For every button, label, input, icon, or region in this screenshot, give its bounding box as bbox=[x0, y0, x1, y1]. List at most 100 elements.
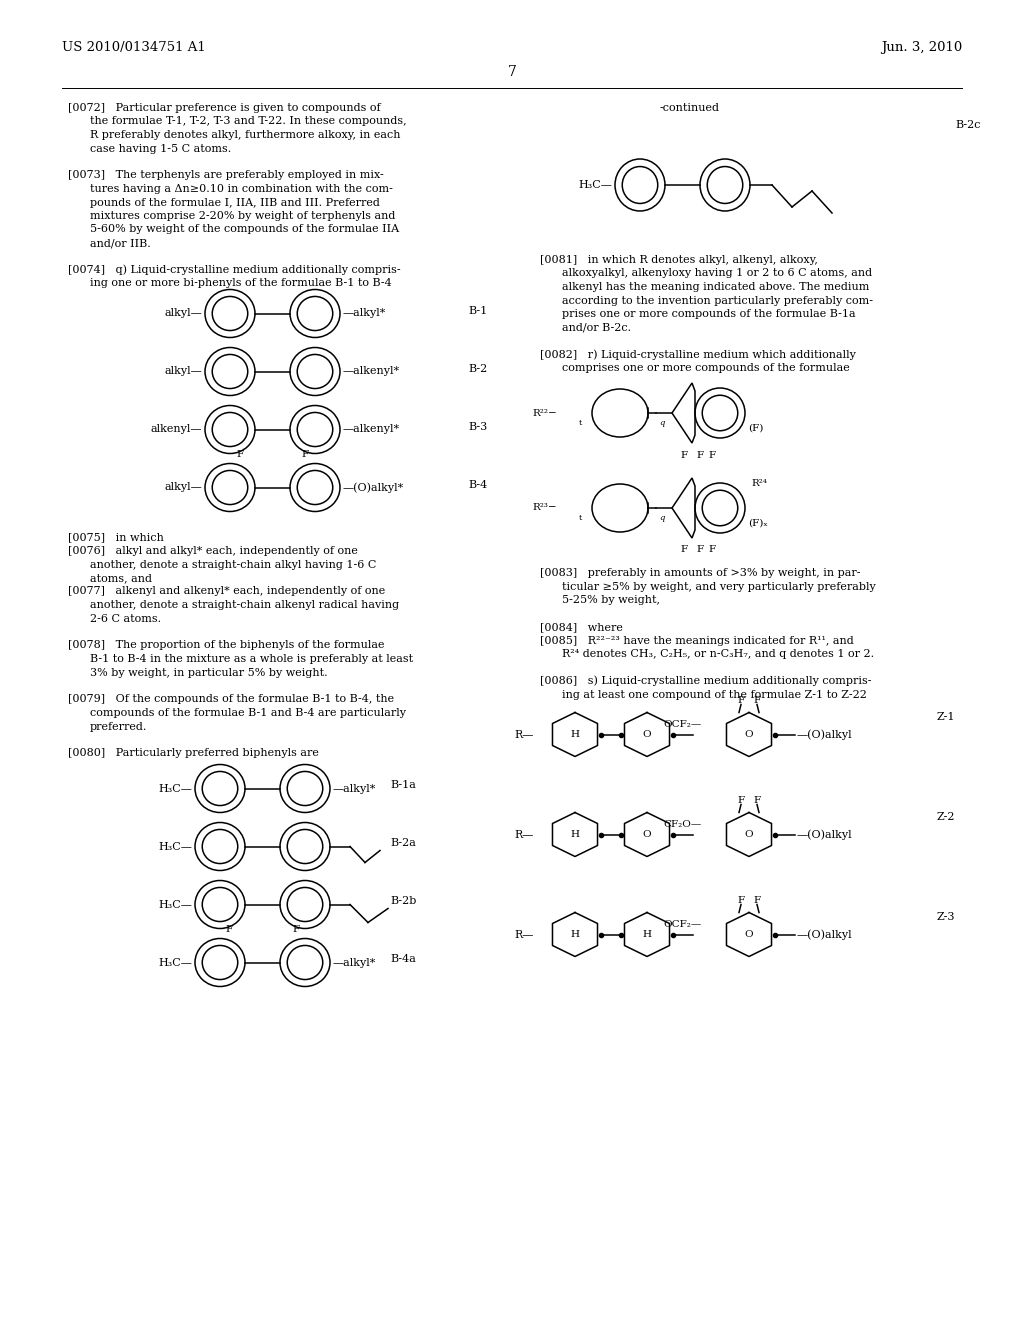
Text: H₃C—: H₃C— bbox=[158, 784, 193, 793]
Text: and/or B-2c.: and/or B-2c. bbox=[562, 322, 631, 333]
Text: —(O)alkyl: —(O)alkyl bbox=[797, 729, 853, 739]
Text: B-1a: B-1a bbox=[390, 780, 416, 791]
Text: alkenyl has the meaning indicated above. The medium: alkenyl has the meaning indicated above.… bbox=[562, 282, 869, 292]
Text: H₃C—: H₃C— bbox=[158, 957, 193, 968]
Text: ing one or more bi-phenyls of the formulae B-1 to B-4: ing one or more bi-phenyls of the formul… bbox=[90, 279, 392, 289]
Text: 5-60% by weight of the compounds of the formulae IIA: 5-60% by weight of the compounds of the … bbox=[90, 224, 399, 235]
Text: R²³−: R²³− bbox=[532, 503, 557, 512]
Text: Z-1: Z-1 bbox=[937, 711, 955, 722]
Text: —alkyl*: —alkyl* bbox=[333, 957, 377, 968]
Text: OCF₂—: OCF₂— bbox=[664, 719, 702, 729]
Text: F: F bbox=[737, 796, 744, 805]
Text: alkenyl—: alkenyl— bbox=[151, 425, 202, 434]
Text: -continued: -continued bbox=[660, 103, 720, 114]
Text: H: H bbox=[570, 931, 580, 939]
Text: 7: 7 bbox=[508, 65, 516, 79]
Text: F: F bbox=[696, 450, 703, 459]
Text: [0084]   where: [0084] where bbox=[540, 622, 623, 632]
Text: B-2b: B-2b bbox=[390, 896, 417, 907]
Text: H: H bbox=[642, 931, 651, 939]
Text: O: O bbox=[643, 830, 651, 840]
Text: case having 1-5 C atoms.: case having 1-5 C atoms. bbox=[90, 144, 231, 153]
Text: —(O)alkyl*: —(O)alkyl* bbox=[343, 482, 404, 492]
Text: [0076]   alkyl and alkyl* each, independently of one: [0076] alkyl and alkyl* each, independen… bbox=[68, 546, 357, 556]
Text: F: F bbox=[737, 696, 744, 705]
Text: B-4a: B-4a bbox=[390, 954, 416, 965]
Text: O: O bbox=[744, 830, 754, 840]
Text: H₃C—: H₃C— bbox=[579, 180, 612, 190]
Text: B-1 to B-4 in the mixture as a whole is preferably at least: B-1 to B-4 in the mixture as a whole is … bbox=[90, 653, 413, 664]
Text: F: F bbox=[237, 450, 244, 459]
Text: q: q bbox=[659, 513, 665, 521]
Text: O: O bbox=[744, 931, 754, 939]
Text: [0085]   R²²⁻²³ have the meanings indicated for R¹¹, and: [0085] R²²⁻²³ have the meanings indicate… bbox=[540, 635, 854, 645]
Text: O: O bbox=[643, 730, 651, 739]
Text: B-2: B-2 bbox=[468, 363, 487, 374]
Text: [0081]   in which R denotes alkyl, alkenyl, alkoxy,: [0081] in which R denotes alkyl, alkenyl… bbox=[540, 255, 818, 265]
Text: atoms, and: atoms, and bbox=[90, 573, 152, 583]
Text: t: t bbox=[579, 418, 582, 426]
Text: compounds of the formulae B-1 and B-4 are particularly: compounds of the formulae B-1 and B-4 ar… bbox=[90, 708, 406, 718]
Text: —(O)alkyl: —(O)alkyl bbox=[797, 929, 853, 940]
Text: [0078]   The proportion of the biphenyls of the formulae: [0078] The proportion of the biphenyls o… bbox=[68, 640, 384, 651]
Text: alkyl—: alkyl— bbox=[164, 367, 202, 376]
Text: alkyl—: alkyl— bbox=[164, 483, 202, 492]
Text: F: F bbox=[709, 545, 716, 554]
Text: —alkyl*: —alkyl* bbox=[333, 784, 377, 793]
Text: F: F bbox=[680, 545, 687, 554]
Text: —alkenyl*: —alkenyl* bbox=[343, 425, 400, 434]
Text: 3% by weight, in particular 5% by weight.: 3% by weight, in particular 5% by weight… bbox=[90, 668, 328, 677]
Text: B-3: B-3 bbox=[468, 421, 487, 432]
Text: H₃C—: H₃C— bbox=[158, 842, 193, 851]
Text: R—: R— bbox=[515, 829, 534, 840]
Text: Z-3: Z-3 bbox=[937, 912, 955, 921]
Text: t: t bbox=[579, 513, 582, 521]
Text: (F): (F) bbox=[748, 424, 763, 433]
Text: [0074]   q) Liquid-crystalline medium additionally compris-: [0074] q) Liquid-crystalline medium addi… bbox=[68, 265, 400, 276]
Text: R—: R— bbox=[515, 730, 534, 739]
Text: CF₂O—: CF₂O— bbox=[664, 820, 702, 829]
Text: [0075]   in which: [0075] in which bbox=[68, 532, 164, 543]
Text: OCF₂—: OCF₂— bbox=[664, 920, 702, 929]
Text: R²²−: R²²− bbox=[532, 408, 557, 417]
Text: [0079]   Of the compounds of the formulae B-1 to B-4, the: [0079] Of the compounds of the formulae … bbox=[68, 694, 394, 705]
Text: Jun. 3, 2010: Jun. 3, 2010 bbox=[881, 41, 962, 54]
Text: R preferably denotes alkyl, furthermore alkoxy, in each: R preferably denotes alkyl, furthermore … bbox=[90, 129, 400, 140]
Text: alkyl—: alkyl— bbox=[164, 309, 202, 318]
Text: B-2a: B-2a bbox=[390, 838, 416, 849]
Text: B-1: B-1 bbox=[468, 305, 487, 315]
Text: US 2010/0134751 A1: US 2010/0134751 A1 bbox=[62, 41, 206, 54]
Text: F: F bbox=[225, 925, 232, 935]
Text: F: F bbox=[293, 925, 300, 935]
Text: and/or IIB.: and/or IIB. bbox=[90, 238, 151, 248]
Text: [0077]   alkenyl and alkenyl* each, independently of one: [0077] alkenyl and alkenyl* each, indepe… bbox=[68, 586, 385, 597]
Text: F: F bbox=[696, 545, 703, 554]
Text: ing at least one compound of the formulae Z-1 to Z-22: ing at least one compound of the formula… bbox=[562, 689, 867, 700]
Text: B-2c: B-2c bbox=[955, 120, 981, 129]
Text: the formulae T-1, T-2, T-3 and T-22. In these compounds,: the formulae T-1, T-2, T-3 and T-22. In … bbox=[90, 116, 407, 127]
Text: preferred.: preferred. bbox=[90, 722, 147, 731]
Text: another, denote a straight-chain alkenyl radical having: another, denote a straight-chain alkenyl… bbox=[90, 601, 399, 610]
Text: mixtures comprise 2-20% by weight of terphenyls and: mixtures comprise 2-20% by weight of ter… bbox=[90, 211, 395, 220]
Text: q: q bbox=[659, 418, 665, 426]
Text: [0082]   r) Liquid-crystalline medium which additionally: [0082] r) Liquid-crystalline medium whic… bbox=[540, 350, 856, 360]
Text: [0083]   preferably in amounts of >3% by weight, in par-: [0083] preferably in amounts of >3% by w… bbox=[540, 568, 860, 578]
Text: —(O)alkyl: —(O)alkyl bbox=[797, 829, 853, 840]
Text: ticular ≥5% by weight, and very particularly preferably: ticular ≥5% by weight, and very particul… bbox=[562, 582, 876, 591]
Text: F: F bbox=[680, 450, 687, 459]
Text: R²⁴: R²⁴ bbox=[751, 479, 767, 487]
Text: H₃C—: H₃C— bbox=[158, 899, 193, 909]
Text: R²⁴ denotes CH₃, C₂H₅, or n-C₃H₇, and q denotes 1 or 2.: R²⁴ denotes CH₃, C₂H₅, or n-C₃H₇, and q … bbox=[562, 649, 874, 659]
Text: H: H bbox=[570, 830, 580, 840]
Text: prises one or more compounds of the formulae B-1a: prises one or more compounds of the form… bbox=[562, 309, 856, 319]
Text: Z-2: Z-2 bbox=[937, 812, 955, 821]
Text: (F)ₓ: (F)ₓ bbox=[748, 519, 768, 528]
Text: alkoxyalkyl, alkenyloxy having 1 or 2 to 6 C atoms, and: alkoxyalkyl, alkenyloxy having 1 or 2 to… bbox=[562, 268, 872, 279]
Text: F: F bbox=[301, 450, 308, 459]
Text: —alkenyl*: —alkenyl* bbox=[343, 367, 400, 376]
Text: —alkyl*: —alkyl* bbox=[343, 309, 386, 318]
Text: F: F bbox=[754, 896, 761, 906]
Text: B-4: B-4 bbox=[468, 479, 487, 490]
Text: pounds of the formulae I, IIA, IIB and III. Preferred: pounds of the formulae I, IIA, IIB and I… bbox=[90, 198, 380, 207]
Text: [0072]   Particular preference is given to compounds of: [0072] Particular preference is given to… bbox=[68, 103, 381, 114]
